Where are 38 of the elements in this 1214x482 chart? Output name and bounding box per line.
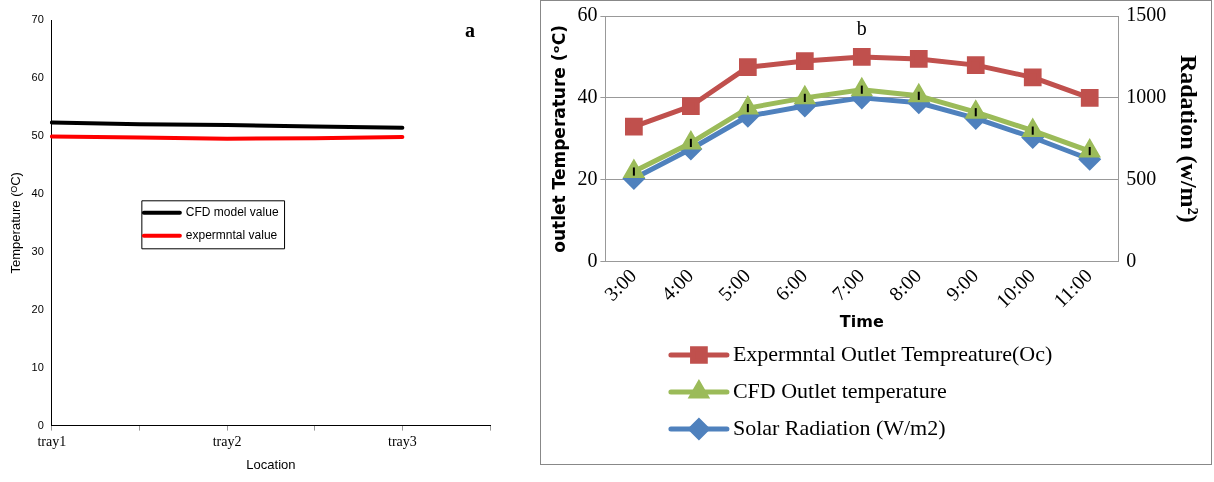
x-tick-label: 4:00 <box>656 264 698 305</box>
legend-label: CFD Outlet temperature <box>732 377 947 403</box>
y-tick-label: 20 <box>577 166 598 189</box>
y-tick-label: 60 <box>577 3 598 26</box>
y-tick-label: 0 <box>37 418 44 431</box>
y-tick-label: 50 <box>31 128 44 141</box>
y2-axis-title: Radation (w/m²) <box>1176 54 1203 223</box>
y2-tick-label: 0 <box>1126 248 1137 271</box>
legend-label: expermntal value <box>185 228 278 243</box>
y-tick-label: 0 <box>587 248 598 271</box>
annotation: a <box>465 19 475 42</box>
y-axis-title: Temperature (ᴼC) <box>8 172 24 274</box>
x-tick-label: 5:00 <box>713 264 755 305</box>
y-axis-title: outlet Temperature (ᵒC) <box>548 24 569 253</box>
y2-tick-label: 1000 <box>1126 85 1167 108</box>
y-tick-label: 20 <box>31 302 44 315</box>
x-tick-label: 8:00 <box>884 264 926 305</box>
y-tick-label: 40 <box>577 85 598 108</box>
x-tick-label: tray1 <box>37 433 67 449</box>
x-tick-label: 9:00 <box>941 264 983 305</box>
x-tick-label: 6:00 <box>770 264 812 305</box>
x-tick-label: tray3 <box>387 433 417 449</box>
y-tick-label: 70 <box>31 13 44 26</box>
y-tick-label: 10 <box>31 360 44 373</box>
y-tick-label: 30 <box>31 244 44 257</box>
y2-tick-label: 500 <box>1126 166 1157 189</box>
y-tick-label: 60 <box>31 70 44 83</box>
x-tick-label: 3:00 <box>599 264 641 305</box>
legend-label: Solar Radiation (W/m2) <box>732 414 946 440</box>
x-tick-label: 7:00 <box>827 264 869 305</box>
x-axis-title: Location <box>246 456 296 472</box>
legend-label: Expermntal Outlet Tempreature(Oc) <box>732 340 1053 366</box>
x-tick-label: tray2 <box>212 433 242 449</box>
y2-tick-label: 1500 <box>1126 3 1167 26</box>
y-tick-label: 40 <box>31 186 44 199</box>
x-axis-title: Time <box>839 311 884 331</box>
annotation: b <box>856 17 867 40</box>
legend-label: CFD model value <box>185 205 279 220</box>
